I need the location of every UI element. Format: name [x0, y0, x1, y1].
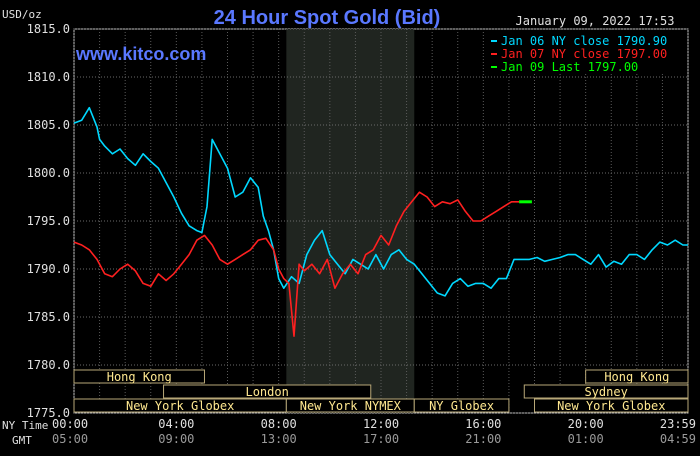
session-label: Hong Kong [107, 370, 172, 384]
session-bar [585, 369, 689, 384]
y-tick-label: 1805.0 [27, 118, 70, 132]
chart-title: 24 Hour Spot Gold (Bid) [214, 7, 441, 29]
session-bar [523, 384, 689, 399]
x-tick-label-gmt: 21:00 [465, 432, 501, 446]
y-axis-label: USD/oz [2, 8, 42, 21]
x-tick-label-ny: 12:00 [363, 417, 399, 431]
legend-box [488, 32, 686, 74]
series-line-jan06 [73, 106, 688, 297]
series-line-jan07 [73, 191, 520, 338]
session-label: NY Globex [429, 399, 494, 413]
session-label: New York Globex [126, 399, 234, 413]
y-tick-label: 1810.0 [27, 70, 70, 84]
y-tick-label: 1790.0 [27, 262, 70, 276]
legend-entry-jan06: Jan 06 NY close 1790.90 [501, 34, 667, 48]
session-bar [73, 369, 205, 384]
y-tick-label: 1800.0 [27, 166, 70, 180]
session-bar [413, 398, 510, 413]
session-label: Sydney [584, 385, 627, 399]
session-label: London [245, 385, 288, 399]
x-tick-label-gmt: 09:00 [158, 432, 194, 446]
y-tick-label: 1795.0 [27, 214, 70, 228]
session-label: New York NYMEX [300, 399, 402, 413]
x-tick-label-gmt: 01:00 [568, 432, 604, 446]
x-tick-label-ny: 00:00 [52, 417, 88, 431]
y-tick-label: 1780.0 [27, 358, 70, 372]
chart-timestamp: January 09, 2022 17:53 [516, 14, 675, 28]
x-row-label-ny: NY Time [2, 419, 48, 432]
x-tick-label-ny: 04:00 [158, 417, 194, 431]
x-tick-label-gmt: 17:00 [363, 432, 399, 446]
legend: Jan 06 NY close 1790.90 Jan 07 NY close … [488, 32, 686, 74]
session-label: New York Globex [557, 399, 665, 413]
x-tick-label-gmt: 05:00 [52, 432, 88, 446]
x-tick-label-gmt: 13:00 [261, 432, 297, 446]
y-tick-label: 1775.0 [27, 406, 70, 420]
session-bar [163, 384, 372, 399]
session-bar [534, 398, 689, 413]
y-tick-label: 1785.0 [27, 310, 70, 324]
y-tick-label: 1815.0 [27, 22, 70, 36]
legend-entry-jan07: Jan 07 NY close 1797.00 [501, 47, 667, 61]
x-tick-label-ny: 23:59 [660, 417, 696, 431]
x-tick-label-ny: 08:00 [261, 417, 297, 431]
x-tick-label-gmt: 04:59 [660, 432, 696, 446]
session-label: Hong Kong [604, 370, 669, 384]
x-tick-label-ny: 16:00 [465, 417, 501, 431]
watermark-text: www.kitco.com [75, 44, 206, 64]
x-tick-label-ny: 20:00 [568, 417, 604, 431]
x-row-label-gmt: GMT [12, 434, 32, 447]
legend-entry-jan09: Jan 09 Last 1797.00 [501, 60, 638, 74]
